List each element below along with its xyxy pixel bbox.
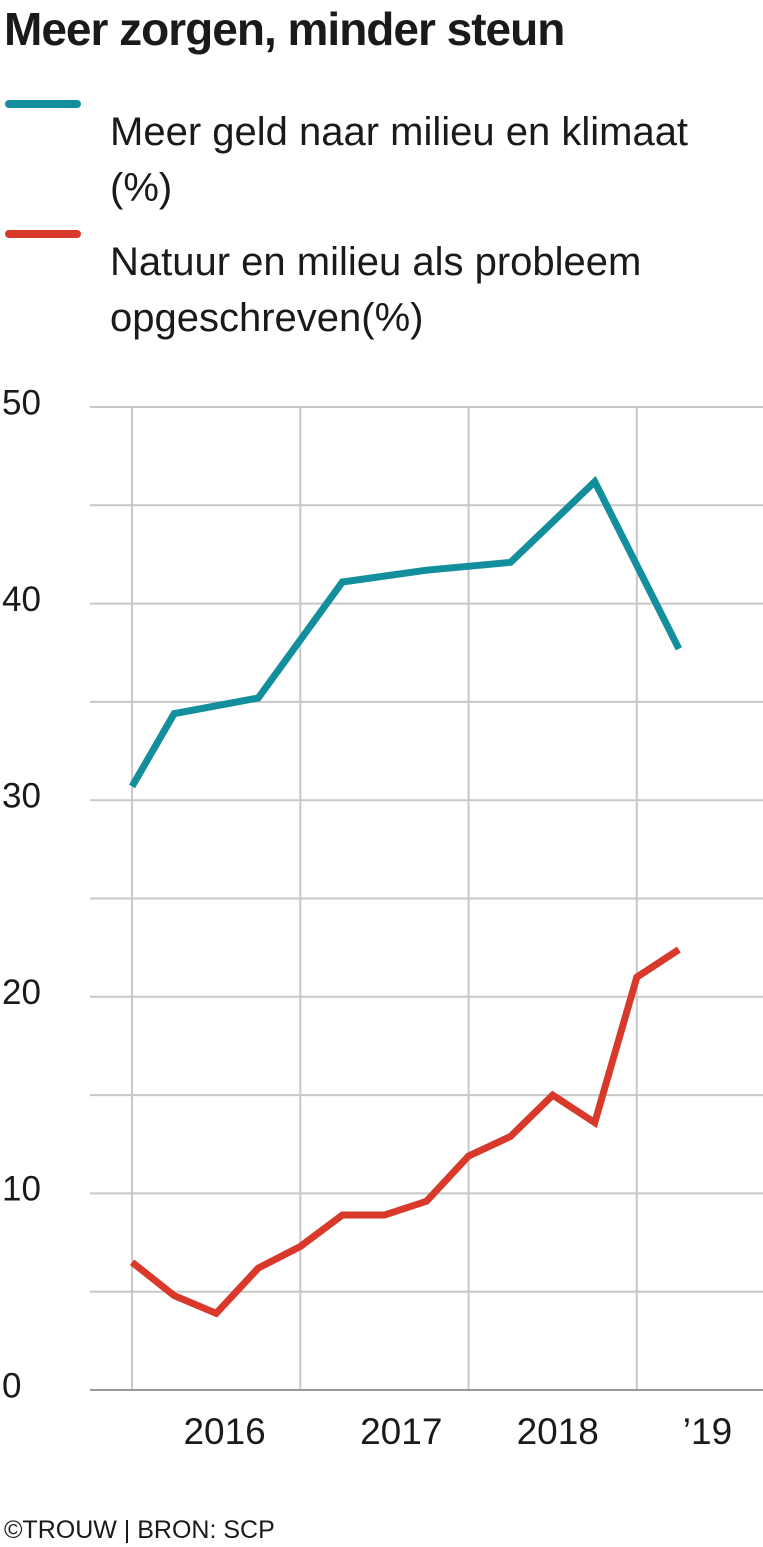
chart: 0 10 20 30 40 50 2016 2017 2018 ’19 <box>2 383 763 1452</box>
y-tick-label: 0 <box>2 1366 21 1405</box>
y-tick-label: 30 <box>2 776 41 815</box>
legend-label: Meer geld naar milieu en klimaat (%) <box>110 110 689 210</box>
x-tick-label: 2018 <box>517 1411 599 1452</box>
y-tick-label: 10 <box>2 1170 41 1209</box>
legend-label: Natuur en milieu als probleem opgeschrev… <box>110 240 642 340</box>
x-tick-label: ’19 <box>683 1411 732 1452</box>
legend-swatch <box>5 100 81 108</box>
source-note: ©TROUW | BRON: SCP <box>4 1516 275 1544</box>
data-line <box>129 946 681 1318</box>
x-tick-label: 2016 <box>183 1411 265 1452</box>
data-line <box>129 475 683 789</box>
legend-swatch <box>5 230 81 238</box>
x-tick-label: 2017 <box>360 1411 442 1452</box>
y-tick-label: 20 <box>2 973 41 1012</box>
chart-title: Meer zorgen, minder steun <box>4 3 565 55</box>
y-tick-label: 50 <box>2 383 41 422</box>
y-tick-label: 40 <box>2 580 41 619</box>
